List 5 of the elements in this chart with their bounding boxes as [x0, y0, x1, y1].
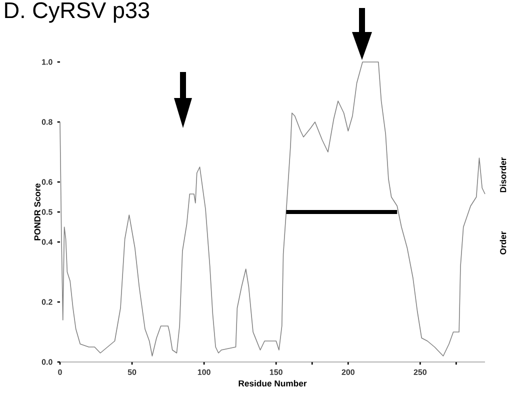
x-axis-title: Residue Number — [238, 380, 307, 386]
chart-title: D. CyRSV p33 — [5, 2, 150, 23]
text: Disorder — [500, 157, 506, 192]
y-axis-title: PONDR Score — [34, 184, 40, 240]
text: Order — [500, 231, 506, 254]
